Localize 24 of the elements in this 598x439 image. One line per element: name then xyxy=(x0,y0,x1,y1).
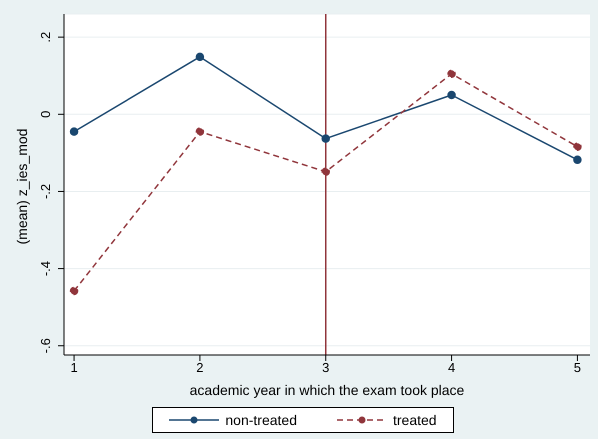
point xyxy=(70,127,78,136)
point xyxy=(573,156,582,164)
x-tick-label: 3 xyxy=(322,360,330,376)
point xyxy=(70,286,78,296)
legend-label: treated xyxy=(393,412,437,428)
y-tick-label: .2 xyxy=(38,32,53,43)
y-tick-label: 0 xyxy=(38,110,53,118)
point xyxy=(321,134,330,143)
point xyxy=(573,142,582,151)
point xyxy=(447,70,456,78)
y-tick-label: -.6 xyxy=(38,338,53,354)
x-tick-label: 5 xyxy=(574,360,582,376)
x-tick-label: 1 xyxy=(70,360,78,376)
x-tick-label: 2 xyxy=(196,360,204,376)
x-tick-label: 4 xyxy=(448,360,456,376)
legend-label: non-treated xyxy=(225,412,297,428)
y-axis-title: (mean) z_ies_mod xyxy=(14,128,30,244)
point xyxy=(447,90,456,100)
y-tick-label: -.4 xyxy=(38,261,53,276)
point xyxy=(196,52,204,62)
x-axis-title: academic year in which the exam took place xyxy=(190,382,465,398)
point xyxy=(321,168,330,176)
y-tick-label: -.2 xyxy=(38,184,53,200)
point xyxy=(196,127,204,136)
